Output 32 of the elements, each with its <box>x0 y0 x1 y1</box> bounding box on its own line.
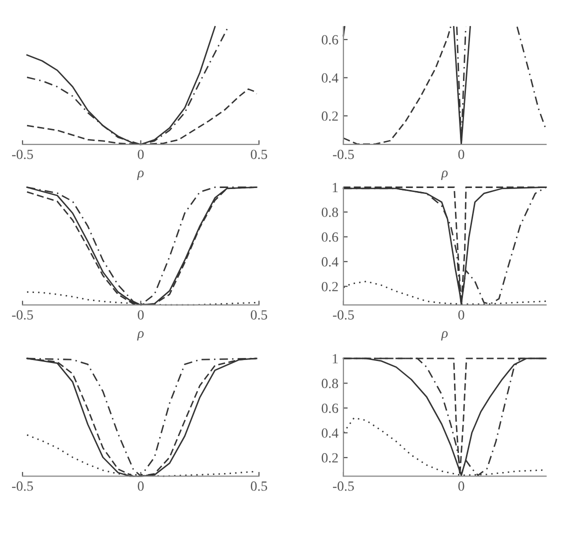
y-tick-label: 0.4 <box>322 257 338 267</box>
x-tick-label: -0.5 <box>12 310 33 320</box>
x-tick-label: -0.5 <box>12 150 33 160</box>
y-tick-label: 0.4 <box>322 428 338 438</box>
y-tick-label: 0.6 <box>322 404 338 414</box>
y-tick-label: 0.2 <box>322 111 338 121</box>
x-tick-label: -0.5 <box>332 150 354 160</box>
x-tick-label: 0 <box>138 310 144 320</box>
x-tick-label: 0 <box>138 150 144 160</box>
y-tick-label: 1 <box>332 354 338 364</box>
x-axis-title: ρ <box>137 331 144 341</box>
x-tick-label: -0.5 <box>332 310 354 320</box>
y-tick-label: 0.8 <box>322 208 338 218</box>
y-tick-label: 1 <box>332 182 338 192</box>
x-tick-label: 0.5 <box>250 310 268 320</box>
y-tick-label: 0.6 <box>322 232 338 242</box>
x-tick-label: 0 <box>458 310 464 320</box>
y-tick-label: 0.2 <box>322 282 338 292</box>
x-axis-title: ρ <box>137 170 144 180</box>
y-tick-label: 0.4 <box>322 73 338 83</box>
x-tick-label: 0.5 <box>250 150 268 160</box>
x-axis-title: ρ <box>441 331 448 341</box>
x-axis-title: ρ <box>441 170 448 180</box>
x-tick-label: -0.5 <box>332 481 354 491</box>
x-tick-label: 0 <box>458 481 464 491</box>
x-tick-label: -0.5 <box>12 481 33 491</box>
y-tick-label: 0.2 <box>322 453 338 463</box>
x-tick-label: 0 <box>138 481 144 491</box>
x-tick-label: 0.5 <box>250 481 268 491</box>
x-tick-label: 0 <box>458 150 464 160</box>
y-tick-label: 0.6 <box>322 35 338 45</box>
y-tick-label: 0.8 <box>322 378 338 388</box>
